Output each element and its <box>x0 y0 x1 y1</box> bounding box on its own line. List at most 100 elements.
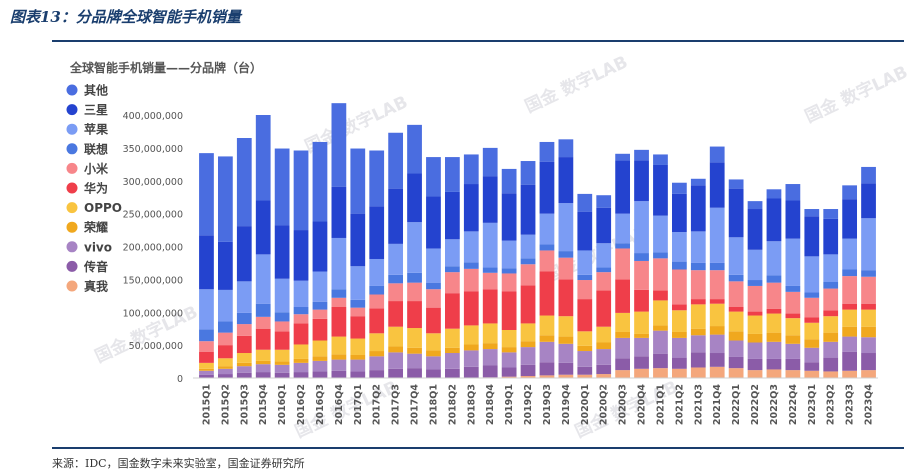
bottom-rule <box>52 447 904 449</box>
bar-segment <box>653 154 668 165</box>
legend-marker <box>66 162 78 174</box>
bar-segment <box>501 240 517 269</box>
bar-segment <box>615 248 631 280</box>
bar-segment <box>861 309 876 327</box>
bar-segment <box>596 326 612 343</box>
bar-segment <box>709 299 725 304</box>
bar-segment <box>312 141 328 222</box>
bar-segment <box>615 213 631 244</box>
bar-segment <box>407 328 422 348</box>
bar-segment <box>634 160 649 202</box>
legend-label: 联想 <box>84 141 108 156</box>
bar-segment <box>766 308 782 314</box>
bar-segment <box>255 316 271 329</box>
legend-label: vivo <box>84 240 112 254</box>
bar-segment <box>218 156 233 242</box>
bar-segment <box>331 103 347 187</box>
bar-segment <box>558 362 574 375</box>
x-tick-label: 2015Q3 <box>239 384 250 425</box>
bar-segment <box>823 288 839 311</box>
bar-segment <box>804 322 820 340</box>
bar-segment <box>236 281 252 313</box>
bar-segment <box>445 293 460 329</box>
bar-segment <box>672 357 687 369</box>
bar-segment <box>501 268 517 274</box>
bar-segment <box>255 200 271 255</box>
bar-segment <box>690 262 706 271</box>
bar-segment <box>501 273 517 292</box>
bar-segment <box>312 271 328 302</box>
bar-segment <box>709 334 725 354</box>
bar-segment <box>369 294 385 309</box>
y-tick-label: 50,000,000 <box>129 341 183 352</box>
bar-segment <box>766 369 782 378</box>
bar-segment <box>634 333 649 338</box>
bar-segment <box>653 325 668 331</box>
bar-segment <box>482 267 498 273</box>
bar-segment <box>331 186 347 238</box>
bar-segment <box>615 160 631 214</box>
bar-segment <box>463 268 479 292</box>
bar-segment <box>690 270 706 300</box>
bar-segment <box>501 347 517 353</box>
bar-segment <box>615 331 631 338</box>
bar-segment <box>690 367 706 378</box>
x-tick-label: 2023Q4 <box>864 384 875 426</box>
bar-segment <box>274 372 290 378</box>
x-tick-label: 2018Q3 <box>466 384 477 425</box>
x-tick-label: 2017Q3 <box>391 384 402 425</box>
legend-marker <box>66 182 78 194</box>
bar-segment <box>728 179 744 189</box>
bar-segment <box>407 347 422 354</box>
bar-segment <box>804 370 820 378</box>
bar-segment <box>369 308 385 334</box>
bar-segment <box>293 306 309 315</box>
legend-marker <box>66 84 78 96</box>
bar-segment <box>426 307 441 334</box>
legend-label: 其他 <box>84 83 108 98</box>
bar-segment <box>861 326 876 338</box>
bar-segment <box>463 262 479 269</box>
bar-segment <box>199 351 214 363</box>
bar-segment <box>350 213 366 267</box>
bar-segment <box>615 312 631 332</box>
bar-segment <box>426 356 441 370</box>
bar-segment <box>331 297 347 307</box>
bar-segment <box>482 365 498 378</box>
bar-segment <box>690 231 706 263</box>
bar-segment <box>199 235 214 290</box>
bar-segment <box>842 336 858 352</box>
bar-segment <box>804 216 820 257</box>
bar-segment <box>293 358 309 363</box>
bar-segment <box>842 326 858 337</box>
bar-segment <box>426 333 441 351</box>
bar-segment <box>199 370 214 375</box>
bar-segment <box>709 270 725 300</box>
bar-segment <box>293 150 309 231</box>
bar-segment <box>747 280 763 286</box>
bar-segment <box>274 364 290 373</box>
bar-segment <box>634 149 649 161</box>
bar-segment <box>369 370 385 378</box>
bar-segment <box>274 321 290 332</box>
bar-segment <box>653 353 668 369</box>
bar-segment <box>785 370 801 378</box>
bar-segment <box>407 353 422 369</box>
bar-segment <box>577 351 593 367</box>
bar-segment <box>558 203 574 252</box>
y-tick-label: 100,000,000 <box>123 308 183 319</box>
bar-segment <box>596 374 612 378</box>
bar-segment <box>766 313 782 333</box>
bar-segment <box>539 335 555 342</box>
legend-marker <box>66 241 78 253</box>
bar-segment <box>766 275 782 283</box>
bar-segment <box>634 289 649 312</box>
bar-segment <box>823 254 839 283</box>
bar-segment <box>842 269 858 277</box>
bar-segment <box>369 351 385 357</box>
bar-segment <box>426 157 441 197</box>
bar-segment <box>350 359 366 372</box>
x-tick-label: 2017Q2 <box>372 384 383 425</box>
bar-segment <box>350 316 366 339</box>
